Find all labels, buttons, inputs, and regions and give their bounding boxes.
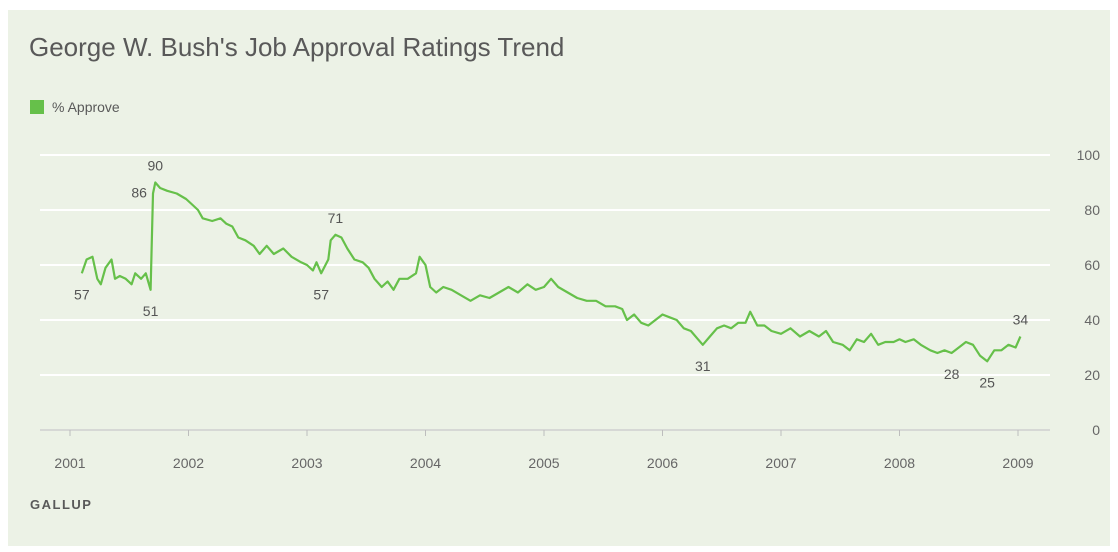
x-tick-label: 2009: [1002, 455, 1033, 471]
data-label: 28: [944, 366, 960, 382]
x-axis: 2001 2002 2003 2004 2005 2006 2007 2008 2009: [40, 429, 1050, 471]
legend: % Approve: [30, 99, 120, 115]
y-tick-label: 40: [1084, 312, 1100, 328]
x-tick-label: 2007: [765, 455, 796, 471]
y-tick-label: 80: [1084, 202, 1100, 218]
legend-swatch: [30, 100, 44, 114]
data-label: 57: [74, 286, 90, 302]
y-axis-ticks: 0 20 40 60 80 100: [1077, 147, 1101, 438]
data-label: 57: [313, 286, 329, 302]
data-label: 86: [131, 185, 147, 201]
x-tick-label: 2001: [54, 455, 85, 471]
y-tick-label: 20: [1084, 367, 1100, 383]
x-tick-label: 2004: [410, 455, 441, 471]
series-line: [80, 181, 1022, 363]
y-tick-label: 60: [1084, 257, 1100, 273]
grid-lines: [40, 154, 1050, 376]
chart-title: George W. Bush's Job Approval Ratings Tr…: [29, 32, 565, 62]
data-label: 51: [143, 303, 159, 319]
data-label: 71: [328, 210, 344, 226]
data-label: 31: [695, 358, 711, 374]
data-label: 34: [1013, 312, 1029, 328]
x-tick-label: 2008: [884, 455, 915, 471]
legend-label: % Approve: [52, 99, 120, 115]
x-tick-label: 2006: [647, 455, 678, 471]
data-label: 90: [148, 158, 164, 174]
data-label: 25: [979, 374, 995, 390]
source-label: GALLUP: [30, 497, 93, 512]
y-tick-label: 0: [1092, 422, 1100, 438]
series-group: [80, 181, 1022, 363]
x-tick-label: 2005: [528, 455, 559, 471]
x-tick-label: 2003: [291, 455, 322, 471]
chart-panel: [8, 10, 1110, 546]
y-tick-label: 100: [1077, 147, 1101, 163]
x-tick-label: 2002: [173, 455, 204, 471]
